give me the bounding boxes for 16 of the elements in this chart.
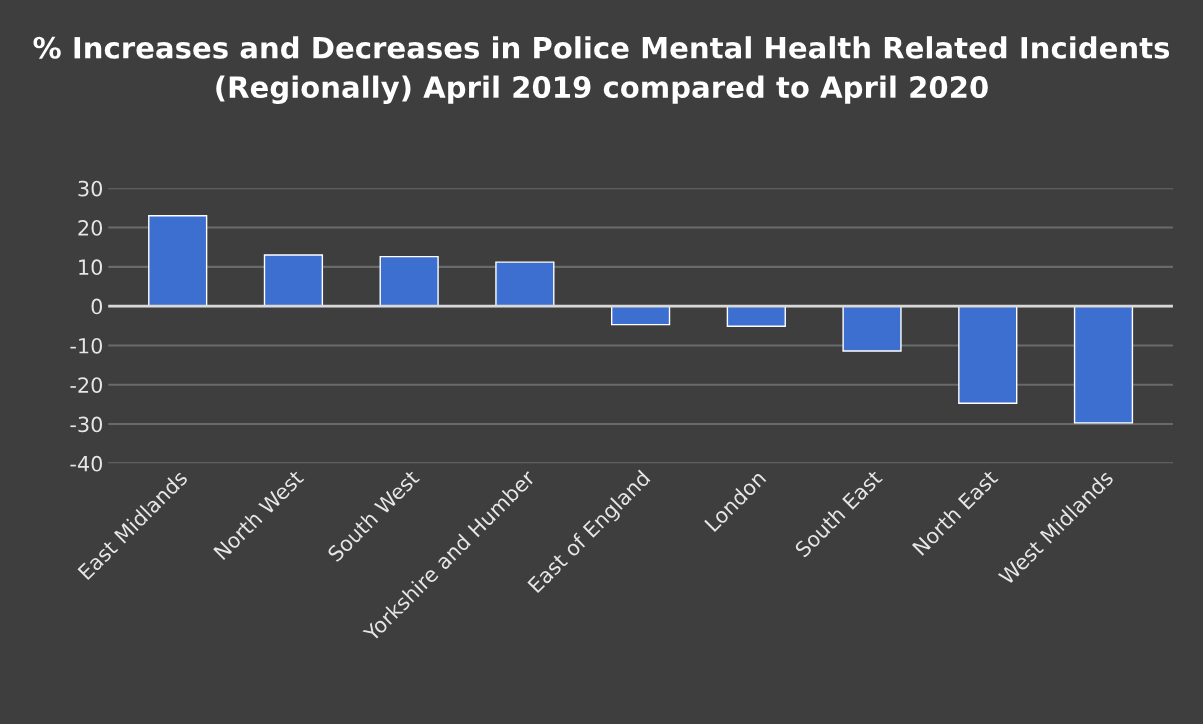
- bar: [958, 305, 1018, 404]
- bar: [148, 215, 208, 307]
- y-tick-label: -20: [70, 377, 103, 393]
- bar: [263, 254, 324, 307]
- bar: [495, 261, 555, 307]
- y-tick-label: -30: [70, 416, 103, 433]
- y-tick-label: 0: [91, 298, 103, 315]
- y-tick-label: -10: [70, 337, 103, 354]
- bar: [1073, 305, 1134, 424]
- chart-title: % Increases and Decreases in Police Mental Health Related Incidents (Regionally) April 2019 compared to April 2020: [33, 36, 1170, 104]
- y-tick-label: -40: [70, 455, 103, 472]
- bar: [379, 255, 439, 307]
- y-tick-label: 10: [79, 259, 103, 276]
- y-tick-label: 20: [78, 220, 103, 236]
- y-tick-label: 30: [78, 180, 103, 197]
- bar: [842, 305, 902, 352]
